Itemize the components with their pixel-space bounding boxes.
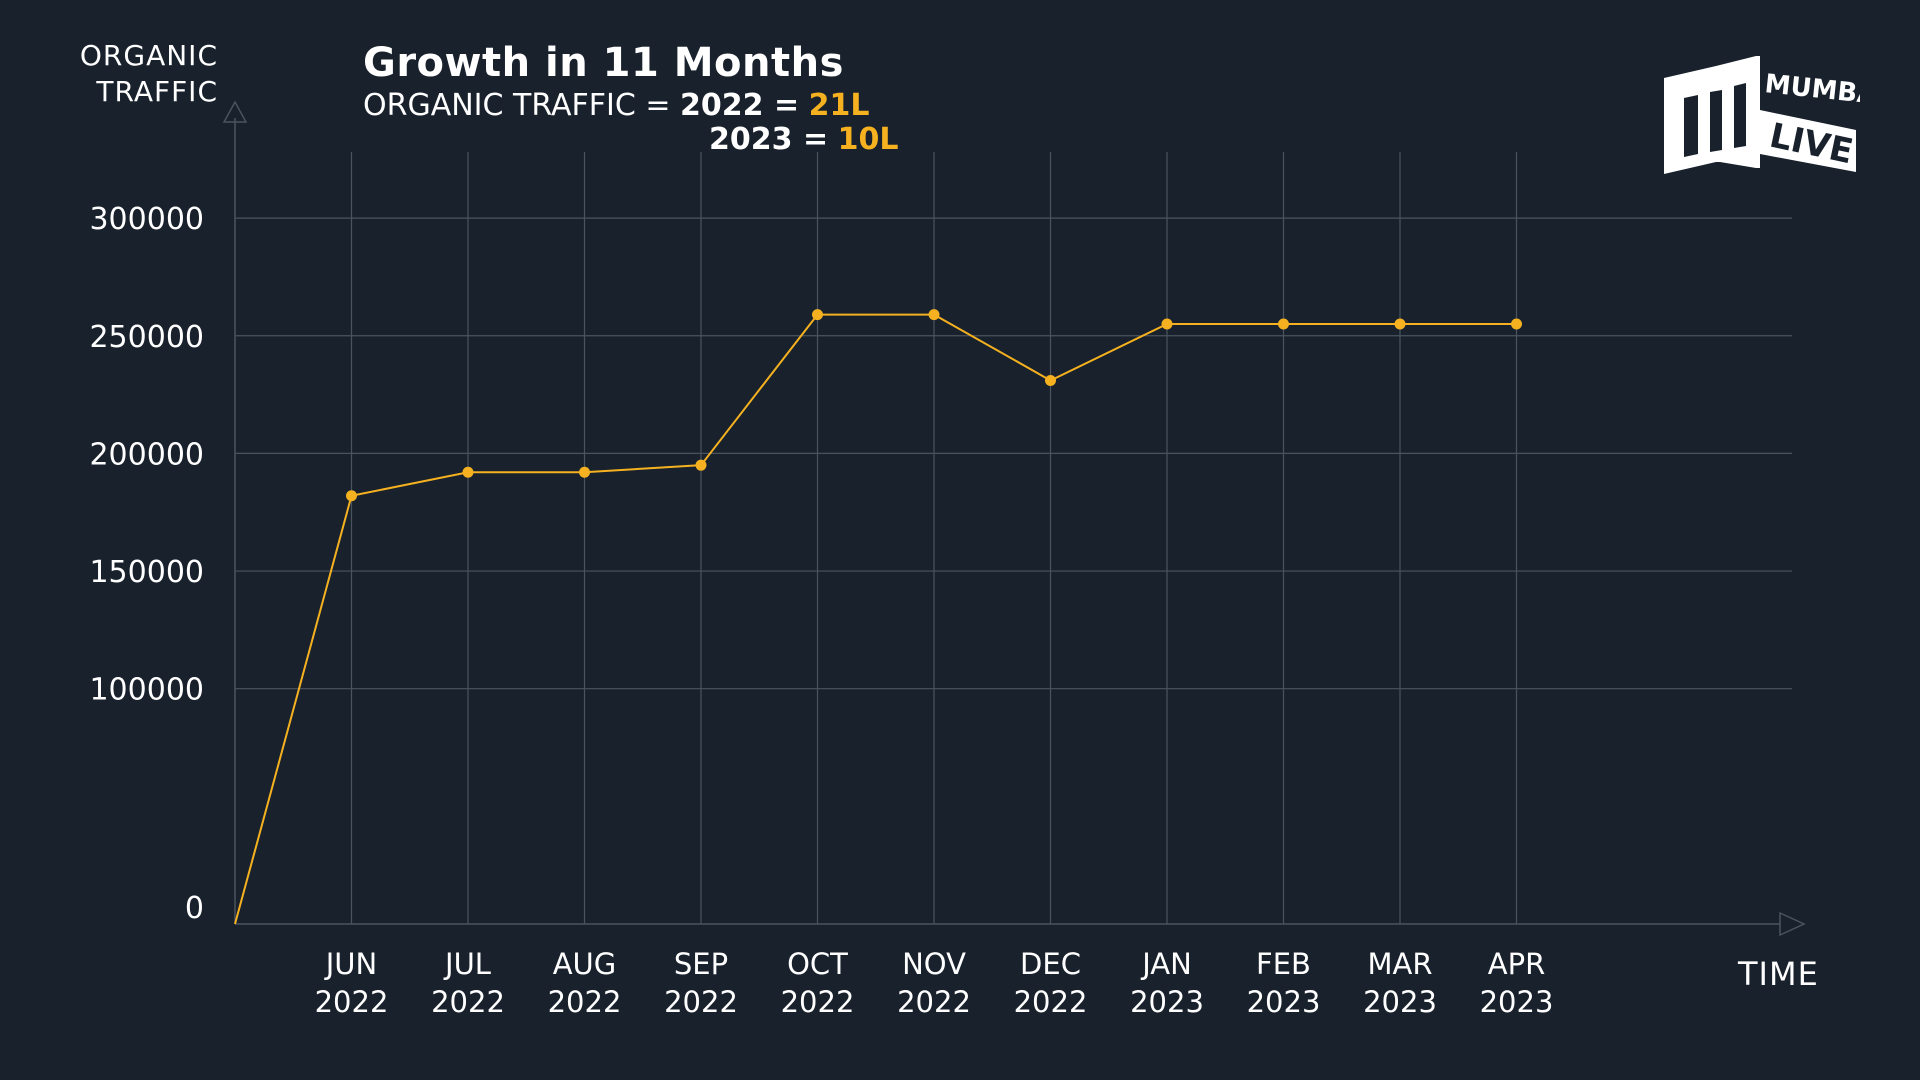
data-point <box>579 466 590 478</box>
x-tick-label-month: DEC <box>1020 947 1081 981</box>
logo-text-line1: MUMBAI <box>1763 69 1860 112</box>
subtitle-equals: = <box>645 88 671 123</box>
data-point <box>1511 318 1522 330</box>
data-point <box>695 459 707 471</box>
y-tick-label: 200000 <box>89 437 204 472</box>
data-point <box>1161 318 1173 330</box>
x-tick-label-month: MAR <box>1367 947 1432 981</box>
subtitle-row-2023: 2023 = 10L <box>709 122 899 157</box>
x-tick-label-month: JUN <box>324 947 377 981</box>
series-line <box>234 313 1517 925</box>
x-tick-label-month: OCT <box>787 947 848 981</box>
x-tick-label-year: 2022 <box>548 985 622 1019</box>
y-axis-title-line2: TRAFFIC <box>96 75 218 108</box>
x-tick-label-month: JUL <box>443 947 491 981</box>
x-axis-arrow <box>1779 911 1806 937</box>
y-tick-label: 250000 <box>89 320 204 355</box>
x-tick-labels: JUN 2022 JUL 2022 AUG 2022 SEP 2022 OCT 2022 NOV 20… <box>315 947 1554 1019</box>
data-point <box>1278 318 1289 330</box>
mumbai-live-logo: MUMBAI LIVE <box>1664 56 1860 174</box>
y-axis-arrow <box>222 100 248 123</box>
data-point <box>1394 318 1406 330</box>
grid-lines <box>235 152 1792 924</box>
data-point <box>346 490 357 502</box>
x-tick-label-year: 2022 <box>664 985 738 1019</box>
y-axis-title-line1: ORGANIC <box>79 39 218 72</box>
chart-title: Growth in 11 Months <box>363 40 844 86</box>
x-tick-label-month: AUG <box>553 947 617 981</box>
x-tick-label-year: 2022 <box>315 985 389 1019</box>
x-tick-label-year: 2022 <box>781 985 855 1019</box>
y-tick-label: 150000 <box>89 555 204 590</box>
subtitle-label: ORGANIC TRAFFIC <box>363 88 636 123</box>
axes <box>222 100 1806 937</box>
y-tick-labels: 0 100000 150000 200000 250000 300000 <box>89 202 204 926</box>
y-tick-label: 0 <box>185 891 204 926</box>
x-tick-label-year: 2023 <box>1130 985 1204 1019</box>
subtitle-value-2022: 21L <box>808 88 870 123</box>
x-tick-label-month: FEB <box>1256 947 1311 981</box>
y-axis-title: ORGANIC TRAFFIC <box>80 38 218 110</box>
x-tick-label-year: 2022 <box>1014 985 1088 1019</box>
subtitle-year-2022: 2022 = <box>680 88 800 123</box>
data-point <box>462 466 474 478</box>
data-point <box>928 309 940 321</box>
x-tick-label-month: APR <box>1488 947 1545 981</box>
y-tick-label: 300000 <box>89 202 204 237</box>
x-tick-label-year: 2022 <box>431 985 505 1019</box>
data-point <box>812 309 823 321</box>
x-tick-label-month: NOV <box>902 947 966 981</box>
x-tick-label-month: SEP <box>674 947 728 981</box>
x-tick-label-month: JAN <box>1140 947 1192 981</box>
subtitle-year-2023: 2023 = <box>709 122 829 157</box>
subtitle-value-2023: 10L <box>837 122 899 157</box>
x-axis-title: TIME <box>1738 955 1819 993</box>
y-tick-label: 100000 <box>89 673 204 708</box>
data-point <box>1045 374 1056 386</box>
x-tick-label-year: 2022 <box>897 985 971 1019</box>
subtitle-row-2022: ORGANIC TRAFFIC = 2022 = 21L <box>363 88 870 123</box>
logo-text-line2: LIVE <box>1766 116 1856 173</box>
x-tick-label-year: 2023 <box>1480 985 1554 1019</box>
x-tick-label-year: 2023 <box>1363 985 1437 1019</box>
series-organic-traffic <box>234 309 1522 925</box>
x-tick-label-year: 2023 <box>1247 985 1321 1019</box>
